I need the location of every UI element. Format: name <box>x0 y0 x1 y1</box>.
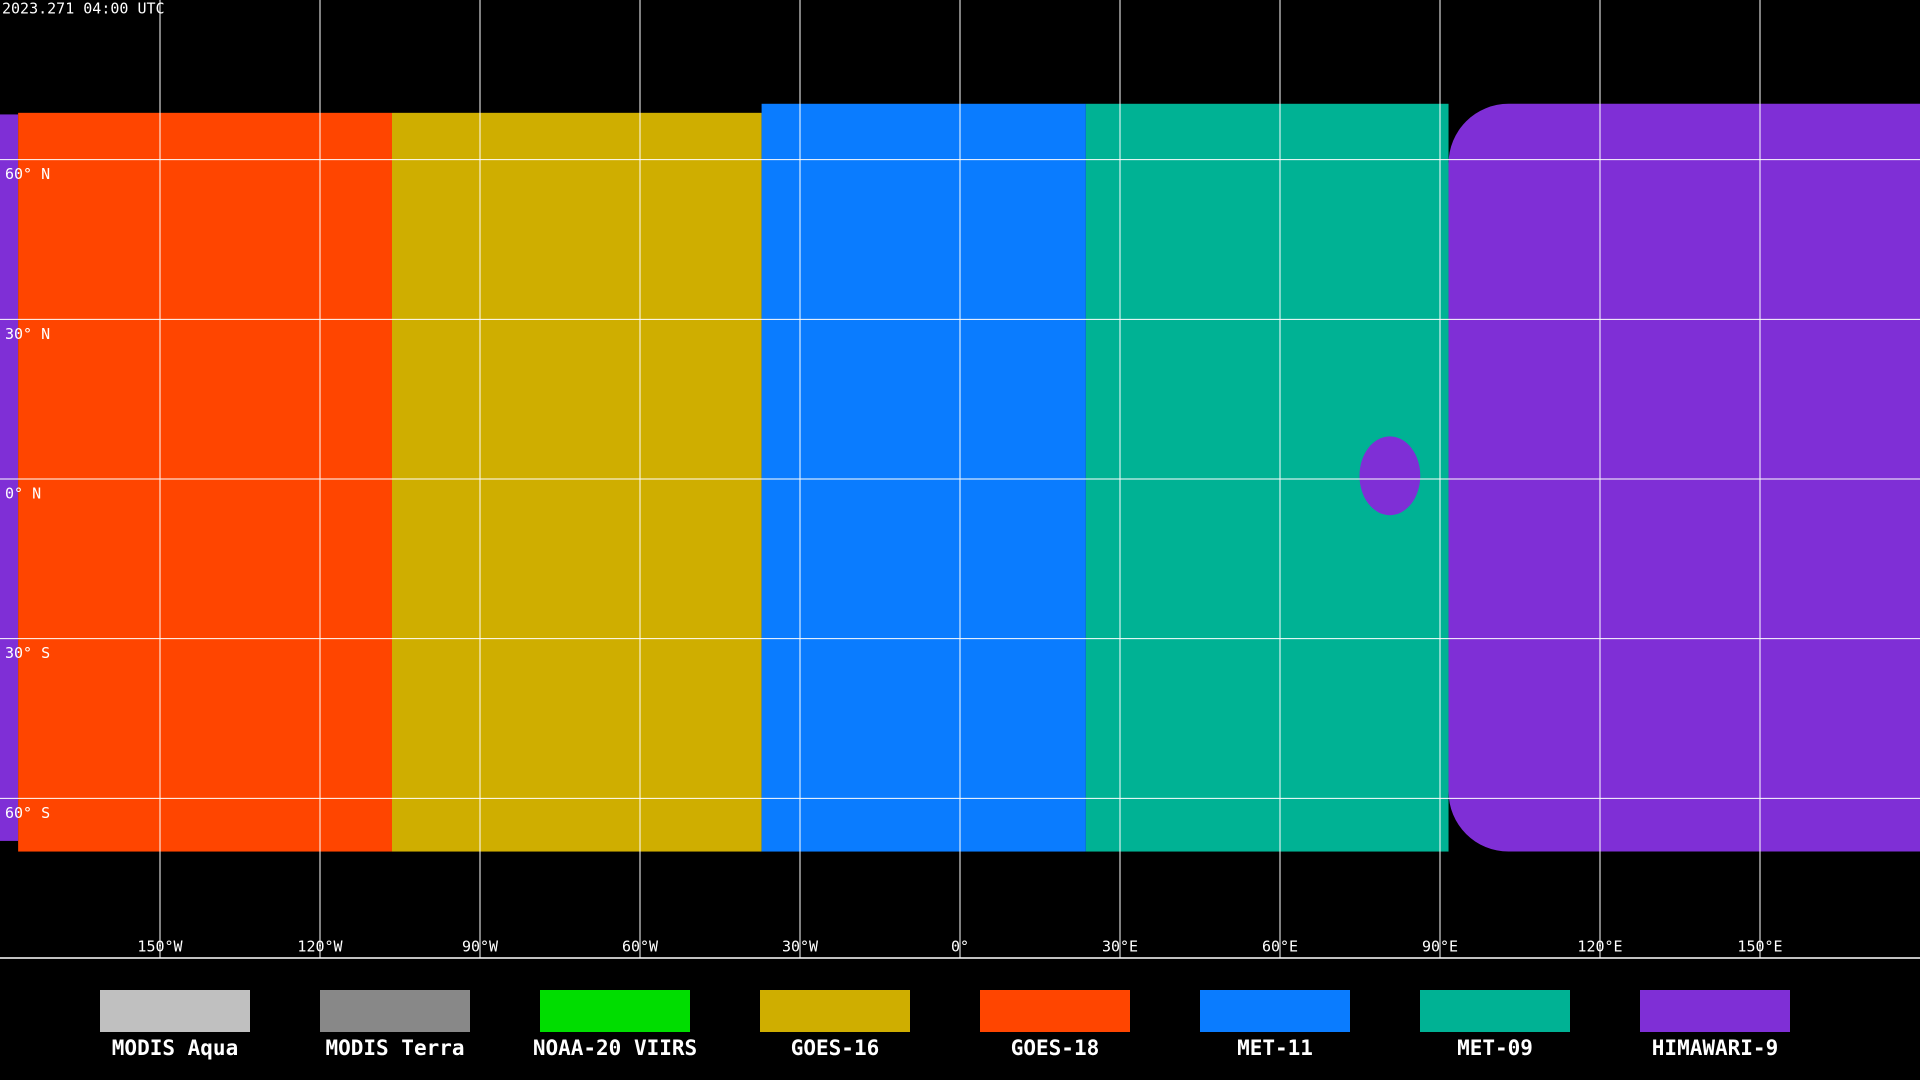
legend-label: MET-09 <box>1457 1036 1533 1060</box>
timestamp: 2023.271 04:00 UTC <box>2 0 165 18</box>
legend-label: GOES-18 <box>1011 1036 1100 1060</box>
legend-label: NOAA-20 VIIRS <box>533 1036 697 1060</box>
legend: MODIS Aqua MODIS Terra NOAA-20 VIIRS GOES-1… <box>100 990 1790 1060</box>
lat-label: 30° N <box>5 325 50 343</box>
legend-swatch <box>980 990 1130 1032</box>
lon-label: 90°E <box>1422 938 1458 956</box>
coverage-region <box>0 114 19 841</box>
legend-swatch <box>100 990 250 1032</box>
legend-label: MODIS Aqua <box>112 1036 238 1060</box>
legend-label: GOES-16 <box>791 1036 880 1060</box>
lon-label: 150°W <box>137 938 183 956</box>
lat-label: 60° S <box>5 804 50 822</box>
lon-label: 120°W <box>297 938 343 956</box>
coverage-region <box>761 103 1086 852</box>
legend-swatch <box>1200 990 1350 1032</box>
lon-label: 60°E <box>1262 938 1298 956</box>
coverage-region <box>1359 436 1421 516</box>
lat-label: 30° S <box>5 644 50 662</box>
legend-label: MET-11 <box>1237 1036 1313 1060</box>
lon-label: 30°E <box>1102 938 1138 956</box>
graticule: 60° N 30° N 0° N 30° S 60° S 150°W 120°W 90°W 60… <box>0 0 1920 958</box>
lon-label: 30°W <box>782 938 819 956</box>
legend-label: HIMAWARI-9 <box>1652 1036 1778 1060</box>
legend-swatch <box>1420 990 1570 1032</box>
coverage-region <box>18 112 393 852</box>
lon-label: 90°W <box>462 938 499 956</box>
coverage-region <box>392 112 762 852</box>
lon-label: 150°E <box>1737 938 1782 956</box>
lat-label: 60° N <box>5 165 50 183</box>
coverage-region <box>1448 103 1920 852</box>
lon-label: 60°W <box>622 938 659 956</box>
legend-swatch <box>320 990 470 1032</box>
legend-swatch <box>540 990 690 1032</box>
legend-label: MODIS Terra <box>325 1036 464 1060</box>
lat-label: 0° N <box>5 485 41 503</box>
lon-label: 0° <box>951 938 969 956</box>
lon-label: 120°E <box>1577 938 1622 956</box>
legend-swatch <box>760 990 910 1032</box>
legend-swatch <box>1640 990 1790 1032</box>
